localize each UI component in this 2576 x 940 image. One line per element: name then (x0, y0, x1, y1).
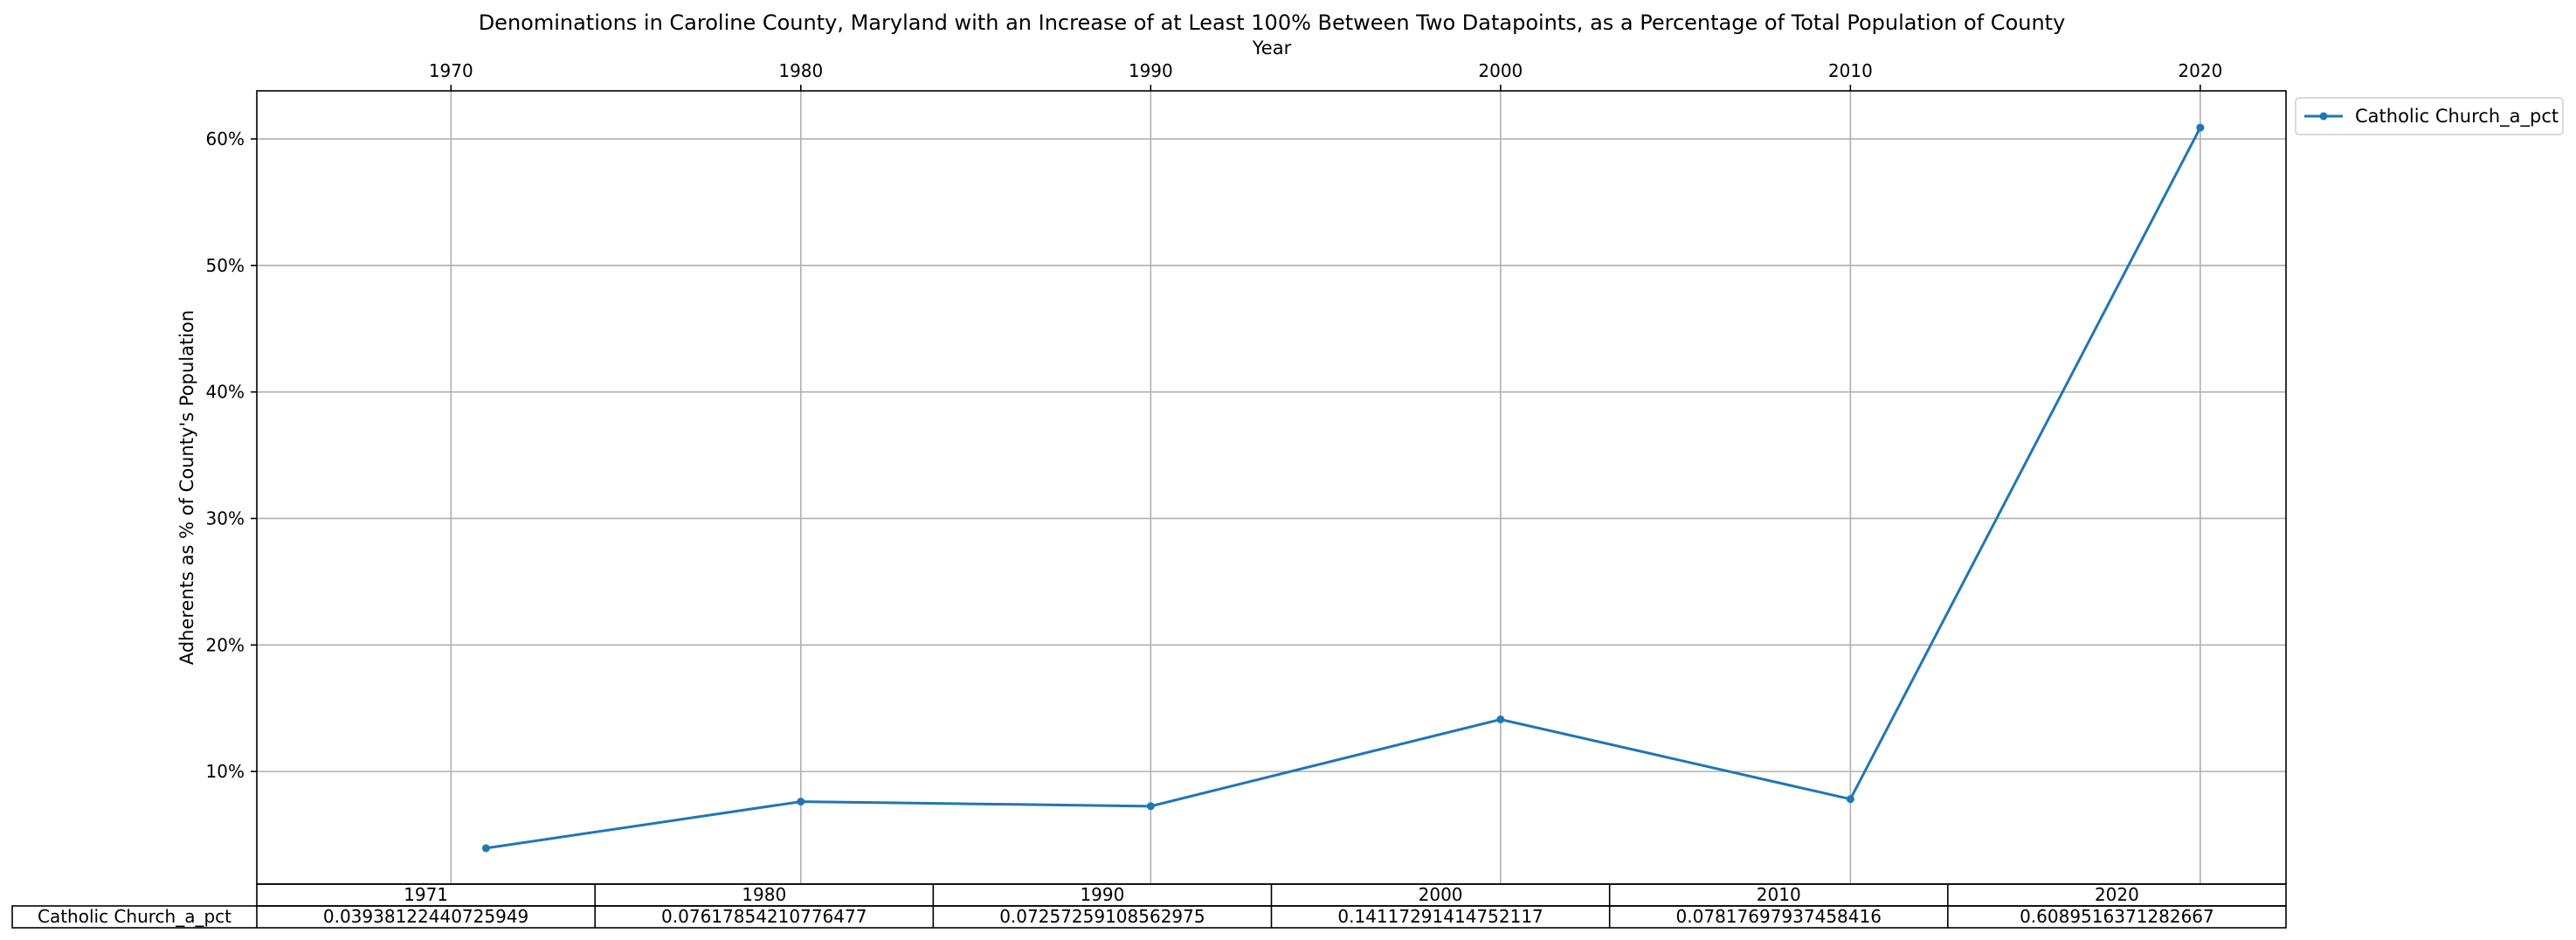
table-row (11, 905, 2287, 929)
x-tick-label: 2000 (1478, 60, 1523, 81)
table-column-header: 2010 (1757, 884, 1801, 905)
y-tick-label: 40% (206, 382, 245, 403)
table-cell: 0.07817697937458416 (1676, 906, 1882, 927)
table-cell: 0.03938122440725949 (323, 906, 528, 927)
data-point (2196, 123, 2205, 132)
x-tick-label: 2010 (1828, 60, 1873, 81)
legend-label: Catholic Church_a_pct (2355, 106, 2559, 128)
x-tick-label: 2020 (2178, 60, 2222, 81)
data-table: 1971 1980 1990 2000 2010 2020 Catholic Church_… (11, 883, 2287, 929)
table-column-header: 1980 (742, 884, 786, 905)
legend: Catholic Church_a_pct (2295, 97, 2564, 135)
data-point (481, 844, 490, 853)
y-tick-label: 60% (206, 128, 245, 149)
series-line (486, 127, 2202, 850)
y-ticks: 10% 20% 30% 40% 50% 60% (206, 128, 257, 782)
x-axis-label: Year (1252, 38, 1292, 59)
legend-marker (2319, 112, 2328, 121)
data-point (1146, 802, 1155, 811)
data-point (1846, 795, 1854, 804)
x-ticks: 1970 1980 1990 2000 2010 2020 (429, 60, 2222, 91)
table-column-header: 1971 (404, 884, 448, 905)
table-column-header: 2000 (1419, 884, 1463, 905)
y-tick-label: 20% (206, 634, 245, 655)
y-axis-label: Adherents as % of County's Population (176, 310, 197, 665)
series-layer (481, 123, 2205, 853)
grid (257, 91, 2286, 884)
table-cell: 0.07257259108562975 (999, 906, 1205, 927)
table-cell: 0.07617854210776477 (661, 906, 867, 927)
y-tick-label: 30% (206, 508, 245, 529)
data-point (1496, 715, 1505, 723)
table-row-label: Catholic Church_a_pct (38, 906, 231, 927)
x-tick-label: 1980 (778, 60, 823, 81)
table-column-header: 2020 (2095, 884, 2139, 905)
x-tick-label: 1970 (429, 60, 473, 81)
y-tick-label: 10% (206, 761, 245, 782)
table-column-header: 1990 (1080, 884, 1124, 905)
table-cell: 0.14117291414752117 (1337, 906, 1543, 927)
x-tick-label: 1990 (1129, 60, 1173, 81)
y-tick-label: 50% (206, 255, 245, 276)
data-point (797, 798, 805, 806)
legend-box (2295, 97, 2564, 135)
table-cell: 0.6089516371282667 (2020, 906, 2214, 927)
plot-frame (256, 90, 2287, 885)
chart-title: Denominations in Caroline County, Maryla… (479, 10, 2066, 35)
